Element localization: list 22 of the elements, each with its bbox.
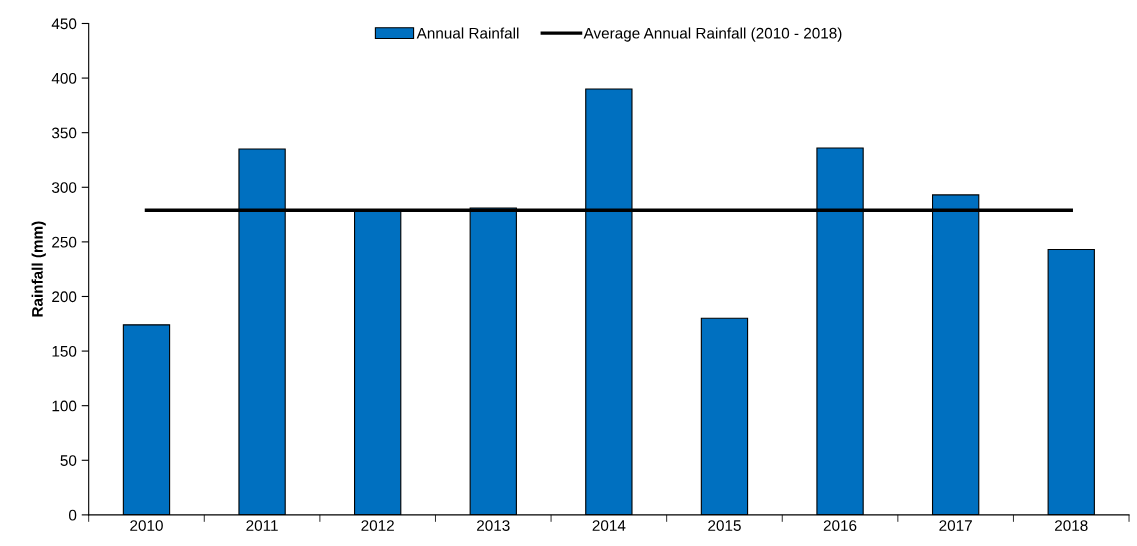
x-tick-label: 2017 <box>939 520 972 531</box>
x-tick-label: 2016 <box>823 520 857 531</box>
x-tick-label: 2012 <box>361 520 394 531</box>
y-tick-label: 0 <box>68 509 77 521</box>
y-tick-label: 250 <box>52 236 77 248</box>
y-tick-label: 50 <box>60 455 77 466</box>
y-tick-label: 450 <box>51 18 77 30</box>
y-tick-label: 400 <box>51 72 77 84</box>
y-tick-label: 100 <box>52 400 77 412</box>
x-tick-label: 2010 <box>130 520 163 531</box>
legend-label: Average Annual Rainfall (2010 - 2018) <box>583 27 842 42</box>
legend-label: Annual Rainfall <box>416 27 519 39</box>
y-tick-label: 150 <box>52 345 77 357</box>
y-tick-label: 300 <box>51 182 77 193</box>
x-tick-label: 2015 <box>708 520 741 531</box>
y-axis-title: Rainfall (mm) <box>31 221 46 317</box>
x-tick-label: 2014 <box>592 520 626 531</box>
x-tick-label: 2013 <box>477 520 510 531</box>
x-tick-label: 2018 <box>1055 520 1088 531</box>
x-tick-label: 2011 <box>246 520 278 531</box>
y-tick-label: 200 <box>52 291 77 303</box>
y-tick-label: 350 <box>51 127 77 139</box>
